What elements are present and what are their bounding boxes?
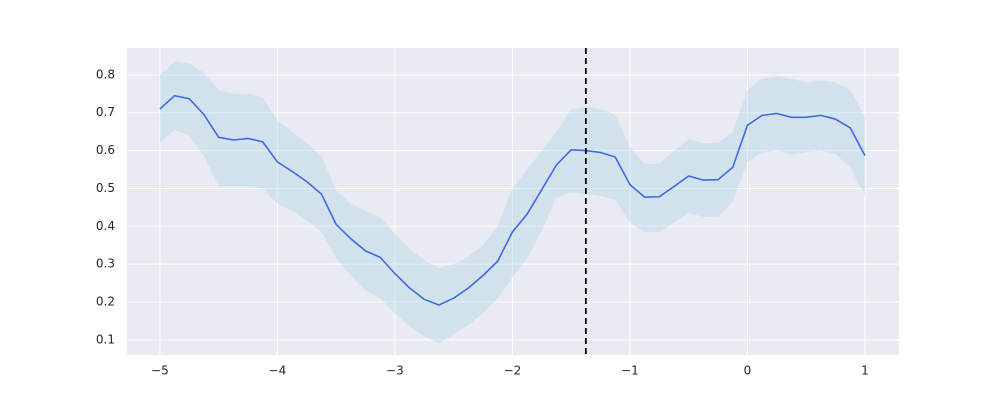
x-tick-label: −1 <box>621 364 639 378</box>
x-tick-label: −5 <box>151 364 169 378</box>
line <box>159 94 866 306</box>
y-tick-label: 0.8 <box>96 67 115 81</box>
y-tick-label: 0.2 <box>96 295 115 309</box>
x-tick-label: 0 <box>744 364 752 378</box>
confidence-band <box>159 61 865 344</box>
x-tick-label: 1 <box>861 364 869 378</box>
y-tick-label: 0.6 <box>96 143 115 157</box>
y-tick-label: 0.4 <box>96 219 115 233</box>
x-tick-label: −3 <box>386 364 404 378</box>
y-tick-label: 0.7 <box>96 105 115 119</box>
y-tick-label: 0.1 <box>96 332 115 346</box>
y-tick-label: 0.3 <box>96 257 115 271</box>
plot-area <box>127 48 899 355</box>
x-tick-label: −2 <box>504 364 522 378</box>
y-tick-label: 0.5 <box>96 181 115 195</box>
x-tick-label: −4 <box>269 364 287 378</box>
